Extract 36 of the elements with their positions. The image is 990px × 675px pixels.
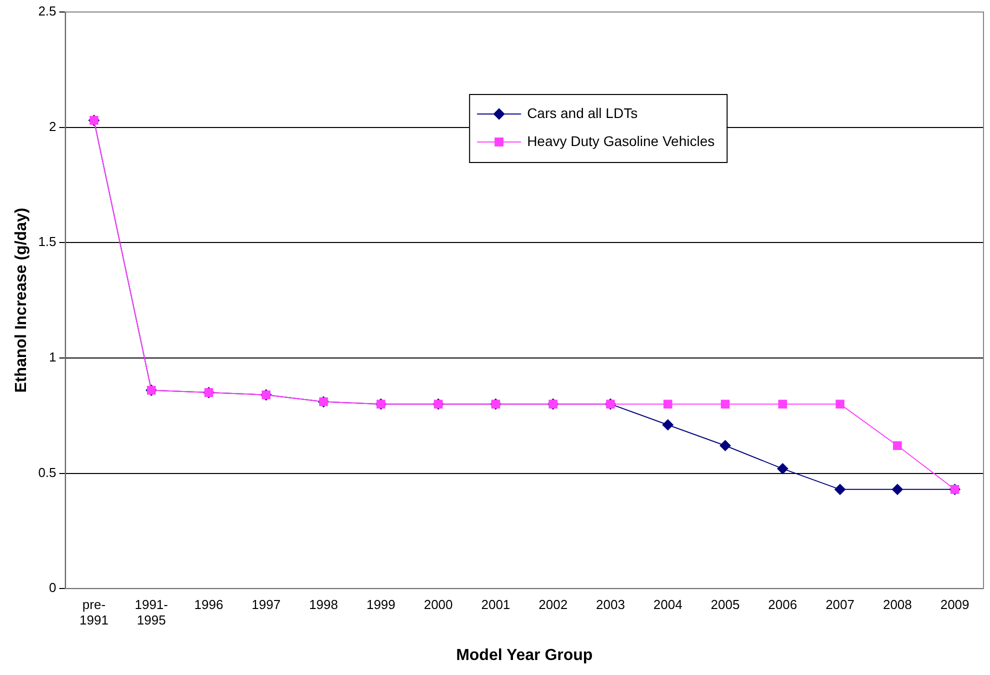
legend-label: Heavy Duty Gasoline Vehicles — [527, 132, 715, 149]
point — [777, 463, 788, 474]
y-tick-label: 0.5 — [38, 464, 56, 480]
point — [893, 441, 902, 450]
point — [663, 400, 672, 408]
x-axis-title: Model Year Group — [456, 646, 593, 664]
point — [720, 440, 731, 452]
x-tick-label: 2007 — [826, 596, 854, 612]
x-tick-label: 1999 — [366, 596, 396, 612]
point — [720, 400, 730, 408]
x-tick-label: 1997 — [252, 596, 281, 612]
point — [778, 400, 788, 408]
point — [836, 400, 844, 408]
x-tick-label: 2003 — [596, 596, 625, 612]
x-tick-label: pre-1991 — [80, 596, 108, 628]
point — [834, 484, 846, 495]
x-tick-label: 2006 — [768, 596, 798, 612]
x-tick-label: 2001 — [481, 596, 510, 612]
x-tick-label: 2009 — [940, 596, 970, 612]
y-tick-label: 1 — [49, 350, 56, 365]
y-tick-label: 0 — [49, 580, 56, 596]
x-tick-label: 1996 — [194, 596, 224, 612]
point — [892, 484, 903, 495]
x-tick-label: 1991-1995 — [134, 596, 168, 628]
y-tick-label: 1.5 — [38, 234, 56, 250]
y-tick-label: 2.5 — [38, 4, 56, 19]
y-axis-title: Ethanol Increase (g/day) — [13, 208, 30, 393]
point — [662, 419, 674, 430]
y-tick-label: 2 — [49, 118, 56, 134]
x-tick-label: 1998 — [309, 596, 338, 612]
legend-label: Cars and all LDTs — [527, 104, 638, 121]
x-tick-label: 2002 — [538, 596, 568, 612]
x-tick-label: 2000 — [424, 596, 453, 612]
x-tick-label: 2008 — [882, 596, 912, 612]
x-tick-label: 2005 — [710, 596, 740, 612]
x-tick-label: 2004 — [653, 596, 682, 612]
